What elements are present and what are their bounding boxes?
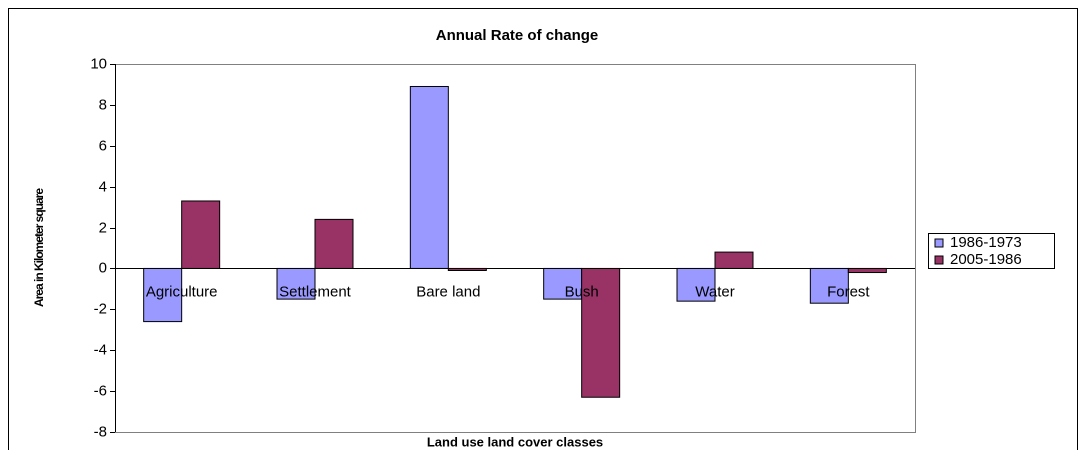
chart-title: Annual Rate of change — [436, 27, 599, 44]
y-tick-label: 6 — [99, 137, 107, 154]
bar — [276, 267, 316, 300]
x-tick-label: Water — [695, 283, 734, 300]
y-tick-label: 10 — [90, 55, 107, 72]
y-tick-label: 2 — [99, 219, 107, 236]
legend-box — [928, 233, 1055, 269]
bar — [181, 200, 221, 269]
y-tick-label: 8 — [99, 96, 107, 113]
legend-label: 2005-1986 — [950, 251, 1022, 268]
bar — [543, 267, 583, 300]
x-tick-label: Bush — [565, 283, 599, 300]
x-tick-label: Forest — [827, 283, 870, 300]
bar — [581, 267, 621, 398]
y-tick-label: -6 — [94, 382, 107, 399]
legend-swatch — [934, 255, 944, 265]
y-tick-label: 0 — [99, 259, 107, 276]
legend-label: 1986-1973 — [950, 234, 1022, 251]
x-axis-title: Land use land cover classes — [427, 434, 603, 449]
y-tick-label: 4 — [99, 178, 107, 195]
bar — [714, 251, 754, 269]
x-tick-label: Bare land — [416, 283, 480, 300]
x-tick-label: Settlement — [279, 283, 352, 300]
y-tick-label: -4 — [94, 341, 107, 358]
bar — [847, 267, 887, 274]
x-tick-label: Agriculture — [146, 283, 218, 300]
bar — [409, 85, 449, 269]
y-tick-label: -2 — [94, 300, 107, 317]
y-tick-label: -8 — [94, 423, 107, 440]
y-axis-title: Area in Kilometer square — [32, 188, 46, 307]
bar — [809, 267, 849, 304]
bar — [143, 267, 183, 323]
legend-swatch — [934, 238, 944, 248]
plot-area — [115, 64, 916, 433]
bar — [676, 267, 716, 302]
bar — [314, 218, 354, 269]
